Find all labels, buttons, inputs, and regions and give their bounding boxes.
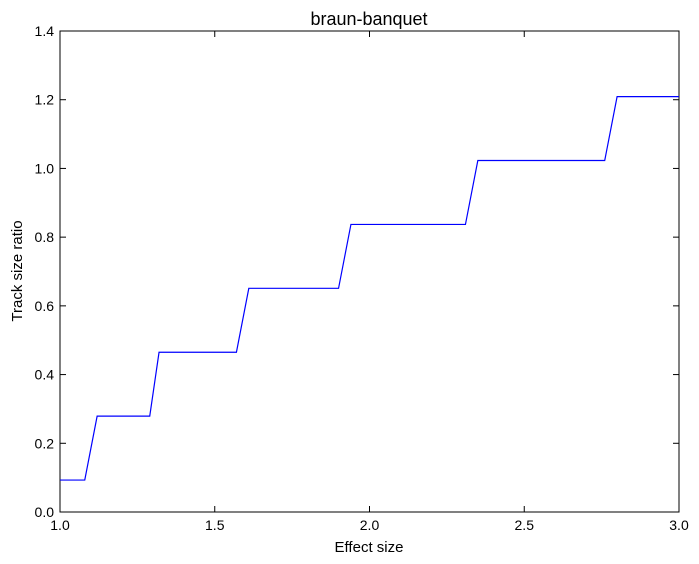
- y-tick-label: 0.4: [35, 367, 55, 383]
- x-axis-label: Effect size: [335, 539, 404, 556]
- tick-labels: 1.0 1.5 2.0 2.5 3.0 0.0 0.2 0.4 0.6 0.8 1.0 1.2 1.4: [35, 23, 689, 533]
- x-tick-label: 1.0: [50, 517, 70, 533]
- x-tick-label: 2.5: [515, 517, 535, 533]
- series-layer: [60, 96, 679, 481]
- series-line: [60, 96, 679, 481]
- y-tick-label: 0.0: [35, 504, 55, 520]
- y-tick-label: 1.4: [35, 23, 55, 39]
- y-tick-label: 0.2: [35, 435, 55, 451]
- y-tick-label: 0.6: [35, 298, 55, 314]
- ticks: [59, 30, 680, 513]
- chart-title: braun-banquet: [310, 9, 427, 29]
- x-tick-label: 1.5: [205, 517, 225, 533]
- y-tick-label: 1.0: [35, 160, 55, 176]
- y-axis-label: Track size ratio: [9, 220, 26, 321]
- y-tick-label: 0.8: [35, 229, 55, 245]
- x-tick-label: 2.0: [360, 517, 380, 533]
- x-tick-label: 3.0: [669, 517, 689, 533]
- y-tick-label: 1.2: [35, 92, 55, 108]
